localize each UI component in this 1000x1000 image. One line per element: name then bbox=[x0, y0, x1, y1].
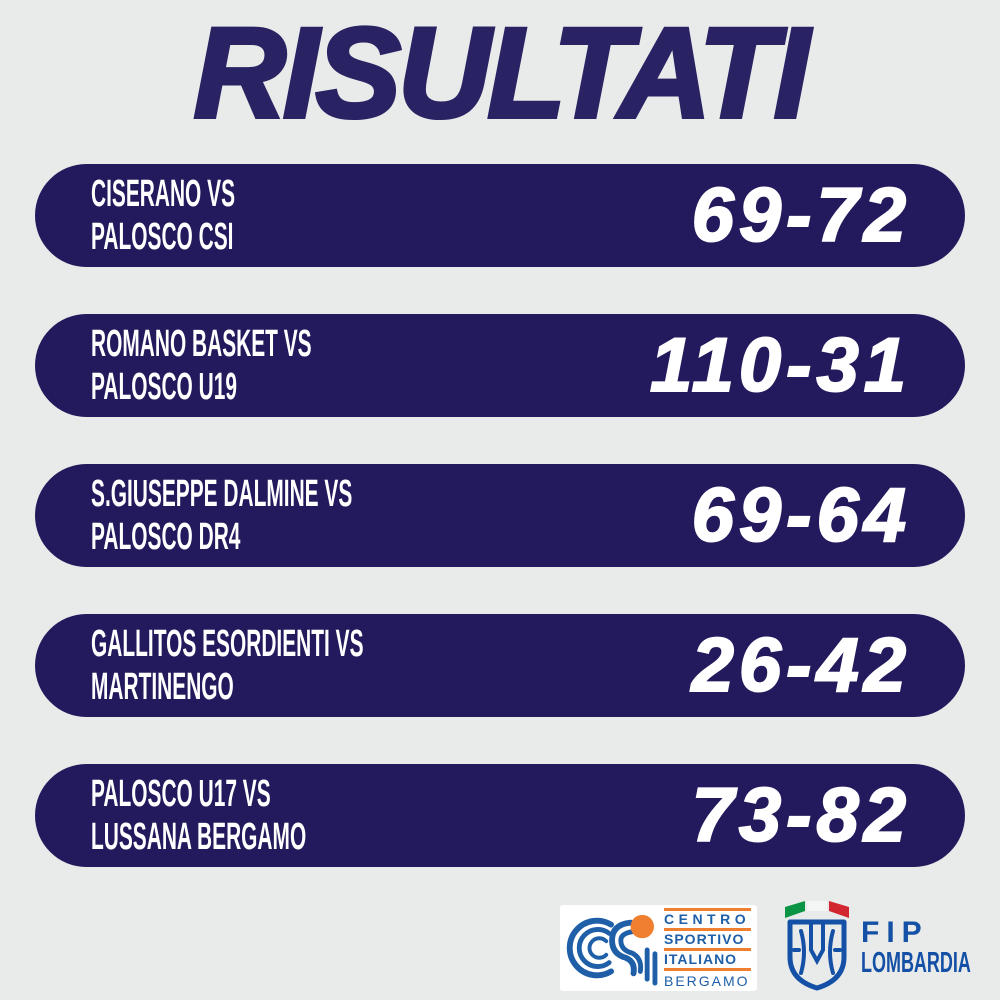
match-result-row: CISERANO VS PALOSCO CSI 69-72 bbox=[35, 164, 965, 267]
csi-mark-icon bbox=[566, 914, 658, 986]
team-away: PALOSCO DR4 bbox=[91, 515, 241, 558]
match-result-row: S.GIUSEPPE DALMINE VS PALOSCO DR4 69-64 bbox=[35, 464, 965, 567]
team-away: MARTINENGO bbox=[91, 665, 234, 708]
orange-rule bbox=[664, 947, 751, 951]
match-teams: ROMANO BASKET VS PALOSCO U19 bbox=[91, 323, 492, 409]
csi-logo-text: CENTRO SPORTIVO ITALIANO BERGAMO bbox=[664, 907, 751, 990]
italian-flag-ribbon bbox=[785, 901, 849, 918]
match-teams: S.GIUSEPPE DALMINE VS PALOSCO DR4 bbox=[91, 473, 566, 559]
team-home: GALLITOS ESORDIENTI VS bbox=[91, 622, 364, 665]
orange-rule bbox=[664, 907, 751, 911]
fip-region: LOMBARDIA bbox=[861, 946, 971, 979]
match-result-row: ROMANO BASKET VS PALOSCO U19 110-31 bbox=[35, 314, 965, 417]
team-home: CISERANO VS bbox=[91, 172, 236, 215]
team-away: PALOSCO CSI bbox=[91, 215, 234, 258]
team-home: S.GIUSEPPE DALMINE VS bbox=[91, 472, 353, 515]
match-score: 26-42 bbox=[691, 622, 911, 709]
team-away: LUSSANA BERGAMO bbox=[91, 815, 307, 858]
team-home: ROMANO BASKET VS bbox=[91, 322, 312, 365]
ball-icon bbox=[630, 914, 654, 939]
match-result-row: PALOSCO U17 VS LUSSANA BERGAMO 73-82 bbox=[35, 764, 965, 867]
fip-shield-icon bbox=[785, 901, 849, 991]
match-teams: CISERANO VS PALOSCO CSI bbox=[91, 173, 353, 259]
page-title: RISULTATI bbox=[192, 0, 812, 147]
csi-bergamo-logo: CENTRO SPORTIVO ITALIANO BERGAMO bbox=[560, 905, 757, 991]
csi-word: CENTRO bbox=[664, 910, 751, 927]
match-score: 69-64 bbox=[691, 472, 911, 559]
csi-city: BERGAMO bbox=[664, 972, 750, 989]
match-score: 73-82 bbox=[691, 772, 911, 859]
match-score: 110-31 bbox=[649, 322, 911, 409]
team-home: PALOSCO U17 VS bbox=[91, 772, 271, 815]
match-teams: PALOSCO U17 VS LUSSANA BERGAMO bbox=[91, 773, 482, 859]
match-result-row: GALLITOS ESORDIENTI VS MARTINENGO 26-42 bbox=[35, 614, 965, 717]
fip-org: FIP bbox=[861, 915, 929, 949]
orange-rule bbox=[664, 967, 751, 971]
orange-rule bbox=[664, 927, 751, 931]
csi-word: ITALIANO bbox=[664, 950, 738, 967]
fip-logo-text: FIP LOMBARDIA bbox=[861, 903, 1000, 992]
match-teams: GALLITOS ESORDIENTI VS MARTINENGO bbox=[91, 623, 586, 709]
team-away: PALOSCO U19 bbox=[91, 365, 237, 408]
fip-lombardia-logo: FIP LOMBARDIA bbox=[783, 897, 993, 992]
csi-word: SPORTIVO bbox=[664, 930, 745, 947]
match-score: 69-72 bbox=[691, 172, 911, 259]
